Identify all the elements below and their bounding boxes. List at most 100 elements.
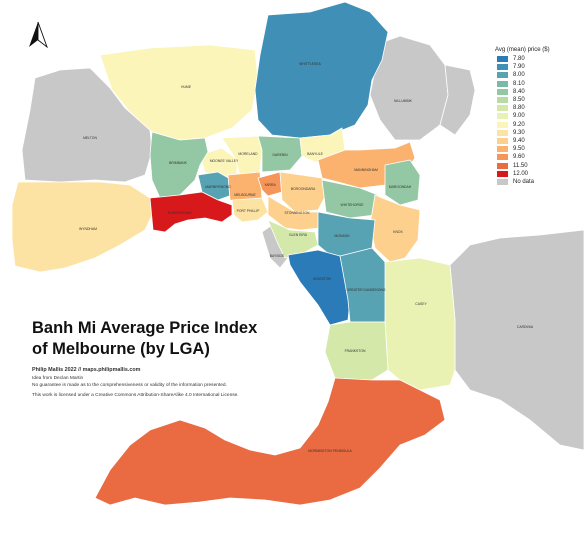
legend-swatch [497, 154, 508, 161]
lga-label: KNOX [393, 230, 403, 234]
lga-label: MELBOURNE [234, 193, 256, 197]
lga-label: GREATER DANDENONG [346, 288, 385, 292]
legend-item: 9.20 [497, 121, 550, 129]
legend-swatch [497, 64, 508, 71]
legend-swatch [497, 88, 508, 95]
legend-swatch [497, 105, 508, 112]
lga-label: HOBSONS BAY [168, 211, 193, 215]
lga-wyndham [11, 181, 153, 273]
map-title-line1: Banh Mi Average Price Index [32, 319, 258, 337]
legend-item: 8.50 [497, 96, 550, 104]
map-credits: Philip Mallis 2022 // maps.philipmallis.… [32, 367, 252, 400]
lga-hobsons-bay [149, 191, 233, 233]
lga-label: WHITEHORSE [341, 203, 365, 207]
lga-label: FRANKSTON [345, 349, 366, 353]
legend-label: 9.50 [513, 146, 525, 153]
legend-item: 8.00 [497, 71, 550, 79]
legend-label: 11.50 [513, 162, 528, 169]
legend-label: 7.90 [513, 64, 525, 71]
lga-kingston [287, 249, 351, 326]
lga-frankston [324, 321, 389, 386]
legend-label: 8.50 [513, 97, 525, 104]
lga-label: DAREBIN [272, 153, 288, 157]
lga-label: STONNINGTON [285, 211, 310, 215]
lga-label: BANYULE [307, 152, 324, 156]
lga-boroondara [279, 171, 327, 213]
lga-label: PORT PHILLIP [237, 209, 261, 213]
legend-label: 9.30 [513, 129, 525, 136]
legend-label: 9.00 [513, 113, 525, 120]
lga-label: MELTON [83, 136, 97, 140]
legend-item: 9.00 [497, 112, 550, 120]
lga-brimbank [149, 131, 209, 199]
lga-label: WHITTLESEA [299, 62, 321, 66]
lga-labels: WHITTLESEA HUME NILLUMBIK MELTON BRIMBAN… [79, 62, 534, 453]
lga-label: BOROONDARA [291, 187, 316, 191]
lga-label: KINGSTON [313, 277, 331, 281]
legend-label: 12.00 [513, 170, 529, 177]
legend-swatch [497, 146, 508, 153]
legend-item: 12.00 [497, 170, 550, 178]
lga-label: MONASH [335, 234, 350, 238]
lga-label: NILLUMBIK [394, 99, 413, 103]
legend-item: 9.30 [497, 129, 550, 137]
legend-swatch [497, 170, 508, 177]
legend-title: Avg (mean) price ($) [495, 47, 550, 53]
lga-melton [21, 67, 153, 183]
outer-east-nodata [439, 64, 476, 136]
legend-item: 9.40 [497, 137, 550, 145]
lga-label: YARRA [264, 183, 276, 187]
lga-label: BRIMBANK [169, 161, 187, 165]
lga-stonnington [267, 195, 321, 231]
legend-swatch [497, 97, 508, 104]
note-idea: Idea from Declan Martin [32, 376, 84, 382]
legend-item: 7.80 [497, 55, 550, 63]
lga-label: MARIBYRNONG [205, 185, 231, 189]
lga-cardinia [449, 229, 584, 451]
lga-label: WYNDHAM [79, 227, 97, 231]
legend-swatch [497, 113, 508, 120]
legend-label: 8.00 [513, 72, 525, 79]
note-license: This work is licensed under a Creative C… [32, 393, 239, 399]
lga-knox [369, 194, 421, 263]
legend: Avg (mean) price ($) 7.80 7.90 8.00 8.10 8.4… [495, 47, 550, 186]
legend-item: 11.50 [497, 161, 550, 169]
lga-whittlesea [254, 1, 389, 139]
lga-hume [99, 44, 259, 141]
lga-yarra [257, 171, 283, 197]
legend-swatch [497, 137, 508, 144]
lga-label: MANNINGHAM [354, 168, 378, 172]
legend-item: 9.60 [497, 153, 550, 161]
author-credit: Philip Mallis 2022 // maps.philipmallis.… [32, 367, 141, 373]
legend-item: No data [497, 178, 550, 186]
legend-item: 8.10 [497, 80, 550, 88]
lga-maroondah [384, 159, 421, 206]
legend-label: 7.80 [513, 56, 525, 63]
legend-label: 9.60 [513, 154, 525, 161]
lga-mornington-peninsula [94, 377, 446, 506]
lga-label: MORELAND [238, 152, 258, 156]
lga-nillumbik [369, 35, 449, 141]
lga-label: CASEY [415, 302, 427, 306]
legend-label: 8.80 [513, 105, 525, 112]
lga-label: MAROONDAH [389, 185, 412, 189]
legend-item: 8.40 [497, 88, 550, 96]
lga-label: HUME [181, 85, 192, 89]
lga-label: BAYSIDE [270, 254, 285, 258]
legend-swatch [497, 121, 508, 128]
map-title: Banh Mi Average Price Index of Melbourne… [32, 318, 257, 360]
legend-swatch [497, 178, 508, 185]
legend-label: 8.10 [513, 80, 525, 87]
lga-label: CARDINIA [517, 325, 534, 329]
legend-item: 7.90 [497, 63, 550, 71]
legend-items: 7.80 7.90 8.00 8.10 8.40 8.50 8.80 9.00 9.20 9.30… [497, 55, 550, 186]
north-arrow-icon [29, 21, 48, 49]
legend-label: No data [513, 178, 535, 185]
lga-label: GLEN EIRA [289, 233, 308, 237]
legend-swatch [497, 162, 508, 169]
legend-item: 8.80 [497, 104, 550, 112]
legend-swatch [497, 80, 508, 87]
legend-label: 9.20 [513, 121, 525, 128]
lga-label: MORNINGTON PENINSULA [308, 449, 352, 453]
